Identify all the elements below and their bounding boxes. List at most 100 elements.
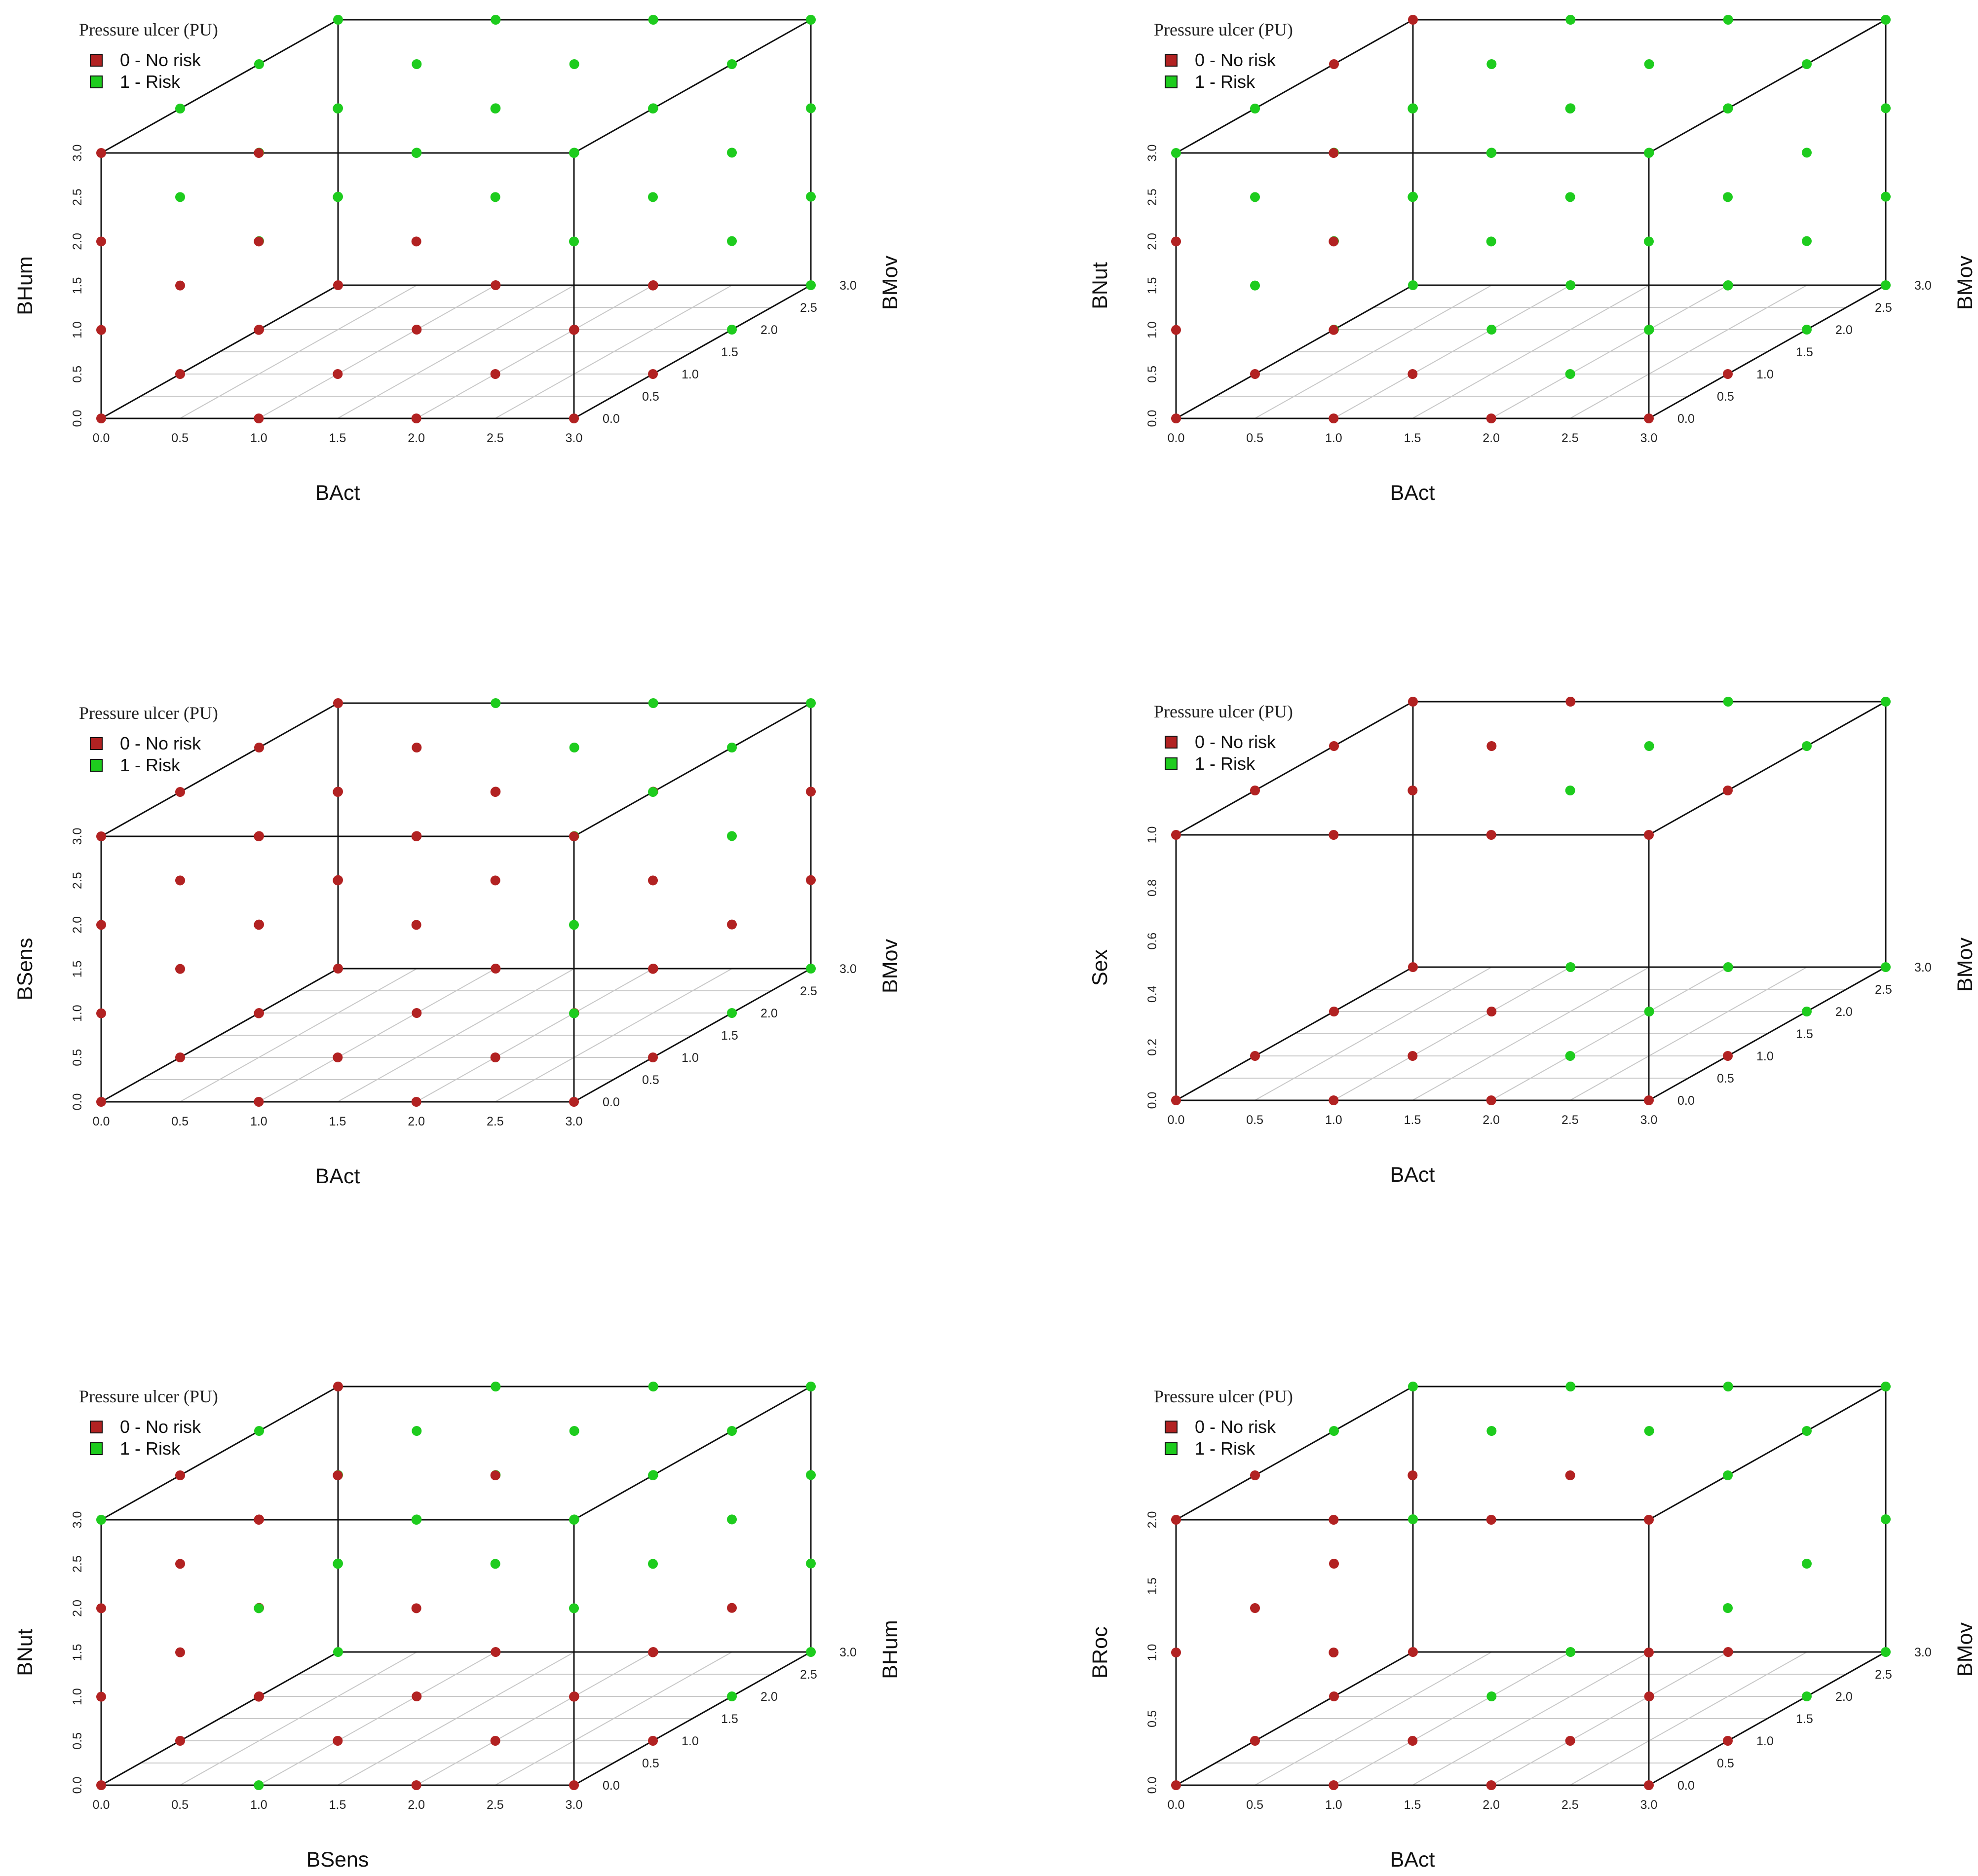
data-point-risk	[1565, 280, 1576, 290]
data-point-risk	[1644, 325, 1654, 335]
data-point-no-risk	[1565, 1470, 1575, 1480]
y-tick-label: 0.5	[1717, 390, 1734, 404]
grid-line-x	[494, 968, 732, 1102]
data-point-risk	[412, 59, 422, 69]
data-point-risk	[1565, 1647, 1576, 1657]
box-edge	[1176, 1651, 1413, 1786]
data-point-no-risk	[648, 280, 658, 291]
data-point-no-risk	[96, 236, 106, 247]
data-point-no-risk	[569, 1780, 579, 1790]
data-point-no-risk	[1486, 1515, 1496, 1525]
data-point-no-risk	[411, 831, 421, 841]
grid-line-x	[1569, 1651, 1807, 1786]
y-axis-label: BHum	[878, 1620, 902, 1679]
box-edge	[573, 284, 811, 419]
x-tick-label: 2.5	[1561, 1798, 1579, 1812]
data-point-no-risk	[175, 280, 185, 291]
data-point-no-risk	[1723, 1051, 1733, 1061]
data-point-no-risk	[491, 280, 501, 290]
z-tick-label: 1.5	[71, 961, 84, 978]
y-tick-label: 3.0	[839, 962, 857, 976]
data-point-risk	[1802, 1691, 1812, 1701]
data-point-risk	[1802, 1559, 1812, 1569]
data-point-no-risk	[806, 787, 816, 797]
y-tick-label: 2.0	[761, 1007, 778, 1020]
data-point-risk	[1802, 236, 1812, 246]
data-point-risk	[1644, 59, 1654, 69]
box-edge	[573, 1386, 811, 1521]
x-tick-label: 3.0	[566, 431, 583, 445]
y-tick-label: 3.0	[839, 279, 857, 293]
data-point-risk	[1565, 369, 1575, 379]
z-tick-label: 1.0	[1145, 321, 1159, 338]
data-point-risk	[411, 1515, 421, 1525]
data-point-risk	[1881, 15, 1891, 25]
box-edge	[101, 284, 339, 419]
x-tick-label: 1.5	[1404, 1113, 1421, 1127]
y-tick-label: 0.5	[1717, 1757, 1734, 1770]
box-edge	[573, 968, 811, 1103]
data-points	[1171, 1382, 1891, 1790]
data-point-no-risk	[1171, 236, 1181, 247]
grid-line-x	[1333, 967, 1571, 1101]
grid-line-x	[1333, 285, 1571, 419]
data-point-risk	[1407, 104, 1418, 113]
x-tick-label: 2.0	[408, 431, 425, 445]
data-point-no-risk	[333, 875, 343, 886]
legend-entry-risk: 1 - Risk	[120, 72, 181, 92]
data-point-risk	[1486, 325, 1497, 335]
x-axis-label: BSens	[306, 1848, 369, 1872]
x-tick-label: 1.0	[1325, 1798, 1342, 1812]
data-point-no-risk	[254, 148, 264, 158]
data-point-risk	[412, 1426, 422, 1436]
box-edge	[1648, 966, 1886, 1101]
data-point-risk	[1723, 1603, 1733, 1613]
legend-title: Pressure ulcer (PU)	[79, 20, 218, 39]
floor-grid	[1216, 967, 1886, 1101]
y-axis-label: BMov	[1953, 256, 1977, 310]
x-tick-label: 1.0	[250, 1798, 267, 1812]
box-edge	[101, 968, 339, 1103]
data-point-risk	[1881, 280, 1891, 290]
data-point-no-risk	[96, 1097, 106, 1107]
data-point-no-risk	[1723, 1736, 1733, 1746]
data-point-risk	[333, 1647, 343, 1657]
data-points	[96, 1382, 816, 1790]
box-edge	[101, 19, 339, 154]
box-edge	[573, 19, 811, 154]
z-tick-label: 0.0	[1145, 1777, 1159, 1794]
z-tick-label: 2.5	[71, 188, 84, 206]
x-tick-label: 1.5	[329, 431, 346, 445]
data-point-risk	[1723, 15, 1733, 25]
legend-entry-no-risk: 0 - No risk	[120, 1417, 201, 1437]
z-tick-label: 1.5	[1145, 1577, 1159, 1595]
box-edge	[1648, 1386, 1886, 1521]
data-point-risk	[1565, 1051, 1575, 1061]
data-point-risk	[1171, 148, 1181, 158]
y-tick-label: 0.0	[603, 1095, 620, 1109]
data-point-risk	[727, 1008, 737, 1018]
y-axis-label: BMov	[1953, 1622, 1977, 1677]
grid-line-x	[1491, 967, 1729, 1101]
data-point-risk	[727, 743, 737, 752]
data-point-no-risk	[1486, 741, 1497, 751]
data-point-no-risk	[1171, 1095, 1181, 1105]
data-point-no-risk	[727, 919, 737, 930]
data-point-no-risk	[1250, 1470, 1260, 1480]
data-point-no-risk	[1171, 1515, 1181, 1525]
data-point-risk	[1723, 1382, 1733, 1391]
data-points	[1171, 15, 1891, 423]
data-point-no-risk	[1329, 59, 1339, 69]
data-point-no-risk	[1171, 325, 1181, 335]
data-point-risk	[175, 192, 185, 202]
data-point-no-risk	[1407, 786, 1418, 795]
y-tick-label: 2.0	[1835, 323, 1853, 337]
legend-swatch-risk	[90, 759, 103, 772]
x-tick-label: 3.0	[566, 1798, 583, 1812]
data-point-no-risk	[491, 964, 501, 974]
data-point-risk	[727, 1691, 737, 1701]
data-point-risk	[254, 1780, 264, 1790]
z-tick-label: 2.0	[1145, 233, 1159, 250]
z-tick-label: 0.5	[71, 1732, 84, 1750]
